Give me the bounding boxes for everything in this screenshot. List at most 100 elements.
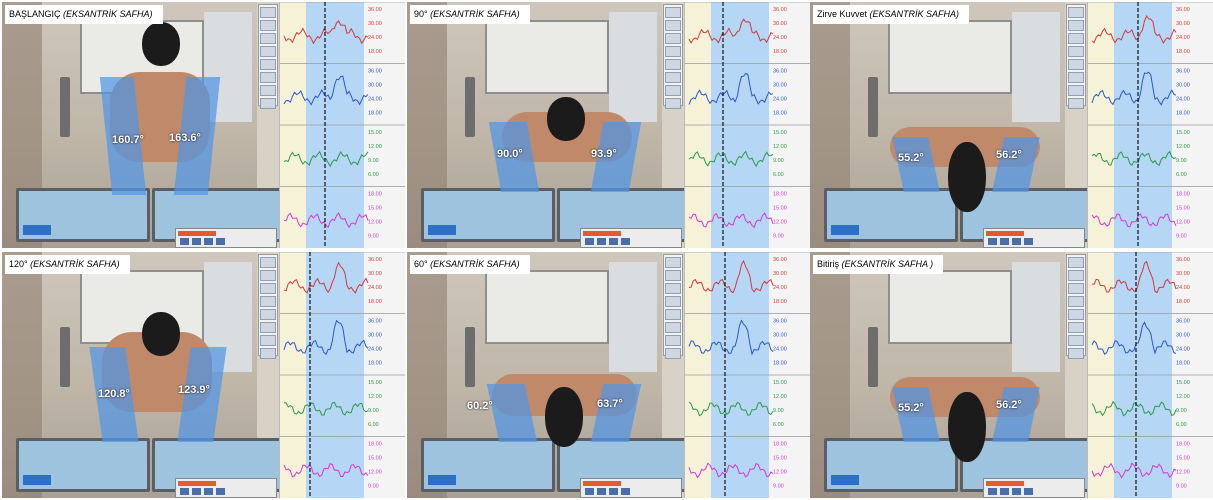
axis-tick-label: 12.00 xyxy=(368,144,382,150)
axis-tick-label: 12.00 xyxy=(773,394,787,400)
axis-tick-label: 24.00 xyxy=(773,285,787,291)
left-elbow-angle: 90.0° xyxy=(497,148,523,160)
force-trace xyxy=(1091,150,1177,167)
axis-tick-label: 12.00 xyxy=(368,470,382,476)
axis-tick-label: 15.00 xyxy=(1176,130,1190,136)
axis-tick-label: 30.00 xyxy=(773,83,787,89)
axis-tick-label: 18.00 xyxy=(368,442,382,448)
axis-tick-label: 24.00 xyxy=(773,97,787,103)
force-trace xyxy=(283,401,369,416)
axis-tick-label: 9.00 xyxy=(368,234,379,240)
tool-palette[interactable] xyxy=(1066,254,1086,359)
force-trace xyxy=(283,150,369,168)
axis-tick-label: 18.00 xyxy=(368,299,382,305)
force-trace xyxy=(1091,260,1177,294)
axis-tick-label: 9.00 xyxy=(1176,234,1187,240)
axis-tick-label: 12.00 xyxy=(1176,394,1190,400)
frame-panel: 60.2° 63.7° 60° (EKSANTRİK SAFHA) 36.00 3… xyxy=(407,252,810,498)
force-graph-stack: 36.00 30.00 24.00 18.00 36.00 30.00 24.00 18.00… xyxy=(279,252,405,498)
video-frame: 160.7° 163.6° xyxy=(2,2,286,248)
right-elbow-angle: 56.2° xyxy=(996,149,1022,161)
left-elbow-angle: 60.2° xyxy=(467,400,493,412)
axis-tick-label: 12.00 xyxy=(368,220,382,226)
axis-tick-label: 24.00 xyxy=(368,347,382,353)
axis-tick-label: 18.00 xyxy=(773,299,787,305)
axis-tick-label: 18.00 xyxy=(1176,111,1190,117)
axis-tick-label: 12.00 xyxy=(1176,220,1190,226)
axis-tick-label: 36.00 xyxy=(1176,69,1190,75)
playback-controls[interactable] xyxy=(580,228,682,248)
force-trace xyxy=(688,150,774,168)
axis-tick-label: 15.00 xyxy=(1176,456,1190,462)
axis-tick-label: 24.00 xyxy=(368,285,382,291)
tool-palette[interactable] xyxy=(1066,4,1086,109)
force-graph-stack: 36.00 30.00 24.00 18.00 36.00 30.00 24.00 18.00… xyxy=(1087,2,1213,248)
axis-tick-label: 30.00 xyxy=(368,83,382,89)
force-trace xyxy=(688,462,774,479)
force-trace xyxy=(1091,321,1177,355)
video-frame: 55.2° 56.2° xyxy=(810,2,1094,248)
axis-tick-label: 6.00 xyxy=(368,422,379,428)
axis-tick-label: 24.00 xyxy=(1176,285,1190,291)
axis-tick-label: 18.00 xyxy=(1176,442,1190,448)
axis-tick-label: 15.00 xyxy=(368,206,382,212)
force-trace xyxy=(283,20,369,45)
axis-tick-label: 18.00 xyxy=(368,49,382,55)
axis-tick-label: 6.00 xyxy=(1176,422,1187,428)
force-traces: 36.00 30.00 24.00 18.00 36.00 30.00 24.00 18.00… xyxy=(280,252,405,498)
right-elbow-angle: 93.9° xyxy=(591,148,617,160)
force-traces: 36.00 30.00 24.00 18.00 36.00 30.00 24.00 18.00… xyxy=(685,2,810,248)
axis-tick-label: 36.00 xyxy=(773,69,787,75)
axis-tick-label: 12.00 xyxy=(773,220,787,226)
axis-tick-label: 24.00 xyxy=(773,35,787,41)
axis-tick-label: 12.00 xyxy=(1176,144,1190,150)
axis-tick-label: 18.00 xyxy=(1176,299,1190,305)
axis-tick-label: 12.00 xyxy=(773,144,787,150)
force-trace xyxy=(688,401,774,417)
left-elbow-angle: 160.7° xyxy=(112,134,144,146)
force-traces: 36.00 30.00 24.00 18.00 36.00 30.00 24.00 18.00… xyxy=(685,252,810,498)
force-trace xyxy=(688,18,774,44)
right-elbow-angle: 63.7° xyxy=(597,398,623,410)
frame-panel: 160.7° 163.6° BAŞLANGIÇ (EKSANTRİK SAFHA… xyxy=(2,2,405,248)
axis-tick-label: 18.00 xyxy=(368,192,382,198)
video-frame: 90.0° 93.9° xyxy=(407,2,691,248)
force-trace xyxy=(1091,15,1177,45)
axis-tick-label: 24.00 xyxy=(1176,97,1190,103)
video-frame: 55.2° 56.2° xyxy=(810,252,1094,498)
tool-palette[interactable] xyxy=(258,4,278,109)
axis-tick-label: 30.00 xyxy=(368,333,382,339)
axis-tick-label: 6.00 xyxy=(773,172,784,178)
axis-tick-label: 9.00 xyxy=(368,408,379,414)
playback-controls[interactable] xyxy=(983,228,1085,248)
playback-controls[interactable] xyxy=(175,228,277,248)
tool-palette[interactable] xyxy=(663,4,683,109)
video-frame: 120.8° 123.9° xyxy=(2,252,286,498)
force-traces: 36.00 30.00 24.00 18.00 36.00 30.00 24.00 18.00… xyxy=(1088,2,1213,248)
playback-controls[interactable] xyxy=(983,478,1085,498)
axis-tick-label: 15.00 xyxy=(773,130,787,136)
force-trace xyxy=(1091,462,1177,479)
force-graph-stack: 36.00 30.00 24.00 18.00 36.00 30.00 24.00 18.00… xyxy=(1087,252,1213,498)
axis-tick-label: 9.00 xyxy=(773,484,784,490)
axis-tick-label: 24.00 xyxy=(368,35,382,41)
axis-tick-label: 18.00 xyxy=(773,49,787,55)
force-graph-stack: 36.00 30.00 24.00 18.00 36.00 30.00 24.00 18.00… xyxy=(684,252,810,498)
axis-tick-label: 15.00 xyxy=(368,130,382,136)
axis-tick-label: 12.00 xyxy=(773,470,787,476)
axis-tick-label: 15.00 xyxy=(1176,206,1190,212)
axis-tick-label: 36.00 xyxy=(773,257,787,263)
axis-tick-label: 15.00 xyxy=(773,206,787,212)
playback-controls[interactable] xyxy=(175,478,277,498)
force-trace xyxy=(688,319,774,356)
right-elbow-angle: 123.9° xyxy=(178,384,210,396)
axis-tick-label: 12.00 xyxy=(368,394,382,400)
axis-tick-label: 6.00 xyxy=(368,172,379,178)
tool-palette[interactable] xyxy=(663,254,683,359)
axis-tick-label: 36.00 xyxy=(1176,319,1190,325)
playback-controls[interactable] xyxy=(580,478,682,498)
axis-tick-label: 30.00 xyxy=(368,21,382,27)
force-trace xyxy=(283,212,369,229)
tool-palette[interactable] xyxy=(258,254,278,359)
